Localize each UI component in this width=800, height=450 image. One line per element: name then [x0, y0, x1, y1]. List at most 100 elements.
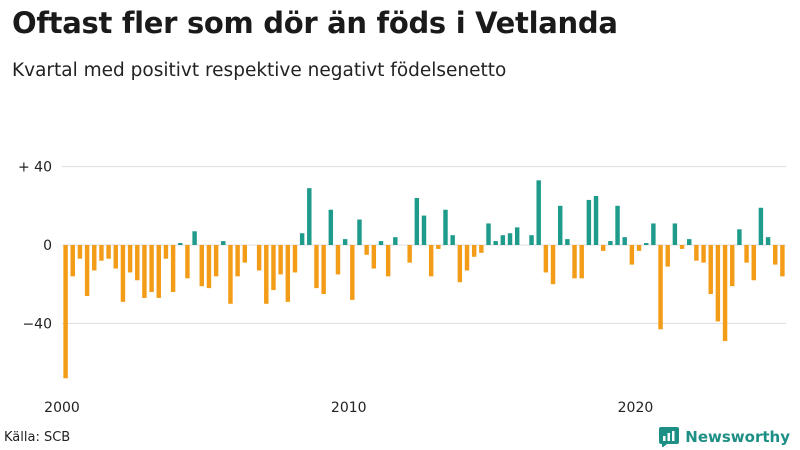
bar-negative	[471, 245, 477, 257]
bar-negative	[99, 245, 104, 261]
bar-negative	[629, 245, 635, 265]
bar-positive	[608, 241, 613, 245]
bar-negative	[92, 245, 97, 271]
bar-negative	[751, 245, 756, 281]
bar-negative	[543, 245, 549, 273]
chart-title: Oftast fler som dör än föds i Vetlanda	[12, 6, 618, 40]
bar-positive	[443, 209, 448, 245]
bar-positive	[192, 231, 197, 245]
bar-negative	[149, 245, 154, 293]
bar-negative	[658, 245, 663, 330]
newsworthy-icon	[659, 427, 680, 447]
bar-positive	[557, 205, 563, 245]
bar-positive	[378, 241, 384, 245]
bar-negative	[163, 245, 169, 259]
bar-negative	[722, 245, 728, 342]
bar-negative	[84, 245, 90, 296]
bar-positive	[687, 239, 692, 245]
bar-negative	[350, 245, 355, 300]
bar-negative	[278, 245, 283, 275]
source-text: Källa: SCB	[4, 430, 71, 445]
bar-negative	[271, 245, 276, 291]
bar-negative	[464, 245, 470, 271]
bar-positive	[593, 196, 599, 245]
bar-negative	[264, 245, 269, 304]
bar-negative	[550, 245, 556, 285]
bar-positive	[299, 233, 305, 245]
bar-negative	[63, 245, 68, 379]
bar-negative	[106, 245, 111, 259]
bar-negative	[436, 245, 441, 249]
bar-positive	[529, 235, 534, 245]
bar-positive	[536, 180, 541, 245]
bar-negative	[228, 245, 233, 304]
bar-positive	[328, 209, 334, 245]
bar-negative	[156, 245, 161, 298]
bar-positive	[622, 237, 627, 245]
bar-negative	[364, 245, 369, 255]
y-tick-label: 0	[43, 238, 52, 254]
bar-negative	[120, 245, 126, 302]
bar-negative	[479, 245, 484, 253]
bar-positive	[486, 223, 491, 245]
x-tick-label: 2000	[44, 400, 80, 416]
bar-negative	[292, 245, 298, 273]
bar-negative	[77, 245, 83, 259]
bar-positive	[500, 235, 506, 245]
bar-negative	[636, 245, 642, 251]
bar-negative	[457, 245, 463, 283]
bar-positive	[221, 241, 226, 245]
bar-positive	[737, 229, 742, 245]
bar-negative	[600, 245, 606, 251]
x-tick-label: 2010	[331, 400, 367, 416]
bar-negative	[170, 245, 176, 293]
bar-negative	[701, 245, 706, 263]
bar-positive	[651, 223, 656, 245]
bar-negative	[256, 245, 262, 271]
bar-negative	[715, 245, 721, 322]
bar-negative	[242, 245, 248, 263]
bar-negative	[730, 245, 735, 287]
bar-positive	[672, 223, 678, 245]
bar-negative	[679, 245, 685, 249]
bar-positive	[342, 239, 348, 245]
bar-negative	[665, 245, 670, 267]
bar-positive	[644, 243, 649, 245]
bar-negative	[321, 245, 326, 294]
bar-positive	[450, 235, 455, 245]
bar-negative	[744, 245, 749, 263]
bar-negative	[199, 245, 204, 287]
bar-positive	[421, 215, 427, 245]
bar-negative	[694, 245, 699, 261]
bar-negative	[142, 245, 147, 298]
bar-negative	[70, 245, 75, 277]
bar-negative	[773, 245, 778, 265]
bar-negative	[206, 245, 212, 289]
y-tick-label: + 40	[18, 160, 52, 176]
bar-positive	[178, 243, 183, 245]
bar-positive	[765, 237, 771, 245]
bar-positive	[586, 199, 592, 245]
bar-positive	[414, 197, 420, 245]
bar-positive	[615, 205, 620, 245]
bar-negative	[135, 245, 140, 281]
y-tick-label: −40	[22, 316, 52, 332]
bar-negative	[235, 245, 240, 277]
bar-positive	[307, 188, 312, 245]
bar-positive	[493, 241, 498, 245]
bar-negative	[780, 245, 785, 277]
bar-positive	[514, 227, 520, 245]
bar-positive	[565, 239, 570, 245]
bar-positive	[393, 237, 398, 245]
brand-logo: Newsworthy	[659, 427, 790, 447]
bar-negative	[213, 245, 219, 277]
bar-positive	[758, 207, 764, 245]
bar-negative	[335, 245, 341, 275]
bar-negative	[285, 245, 291, 302]
bar-negative	[572, 245, 577, 279]
bar-negative	[708, 245, 713, 294]
bar-negative	[314, 245, 319, 289]
bar-positive	[507, 233, 513, 245]
bar-positive	[357, 219, 362, 245]
x-tick-label: 2020	[618, 400, 654, 416]
